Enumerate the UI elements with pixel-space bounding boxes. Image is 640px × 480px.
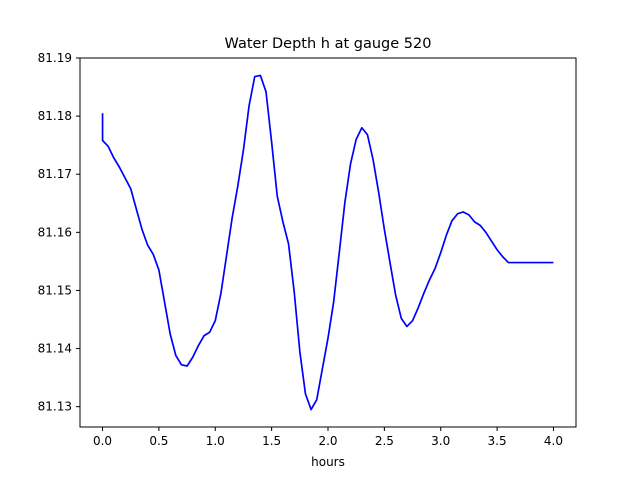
x-axis-ticks: 0.0 0.5 1.0 1.5 2.0 2.5 3.0 3.5 4.0	[93, 427, 563, 448]
y-tick-label: 81.17	[38, 167, 72, 181]
chart-title: Water Depth h at gauge 520	[225, 36, 432, 52]
y-tick-label: 81.19	[38, 51, 72, 65]
x-tick-label: 3.0	[431, 434, 450, 448]
y-tick-label: 81.14	[38, 342, 72, 356]
y-tick-label: 81.16	[38, 225, 72, 239]
y-tick-label: 81.13	[38, 400, 72, 414]
y-tick-label: 81.15	[38, 283, 72, 297]
x-tick-label: 0.0	[93, 434, 112, 448]
x-tick-label: 4.0	[544, 434, 563, 448]
series-line-0	[101, 74, 554, 411]
x-tick-label: 0.5	[149, 434, 168, 448]
x-tick-label: 3.5	[488, 434, 507, 448]
y-axis-ticks: 81.13 81.14 81.15 81.16 81.17 81.18 81.19	[38, 51, 80, 414]
x-tick-label: 1.5	[262, 434, 281, 448]
x-tick-label: 2.5	[375, 434, 394, 448]
y-tick-label: 81.18	[38, 109, 72, 123]
x-axis-label: hours	[311, 455, 345, 469]
x-tick-label: 2.0	[318, 434, 337, 448]
x-tick-label: 1.0	[206, 434, 225, 448]
